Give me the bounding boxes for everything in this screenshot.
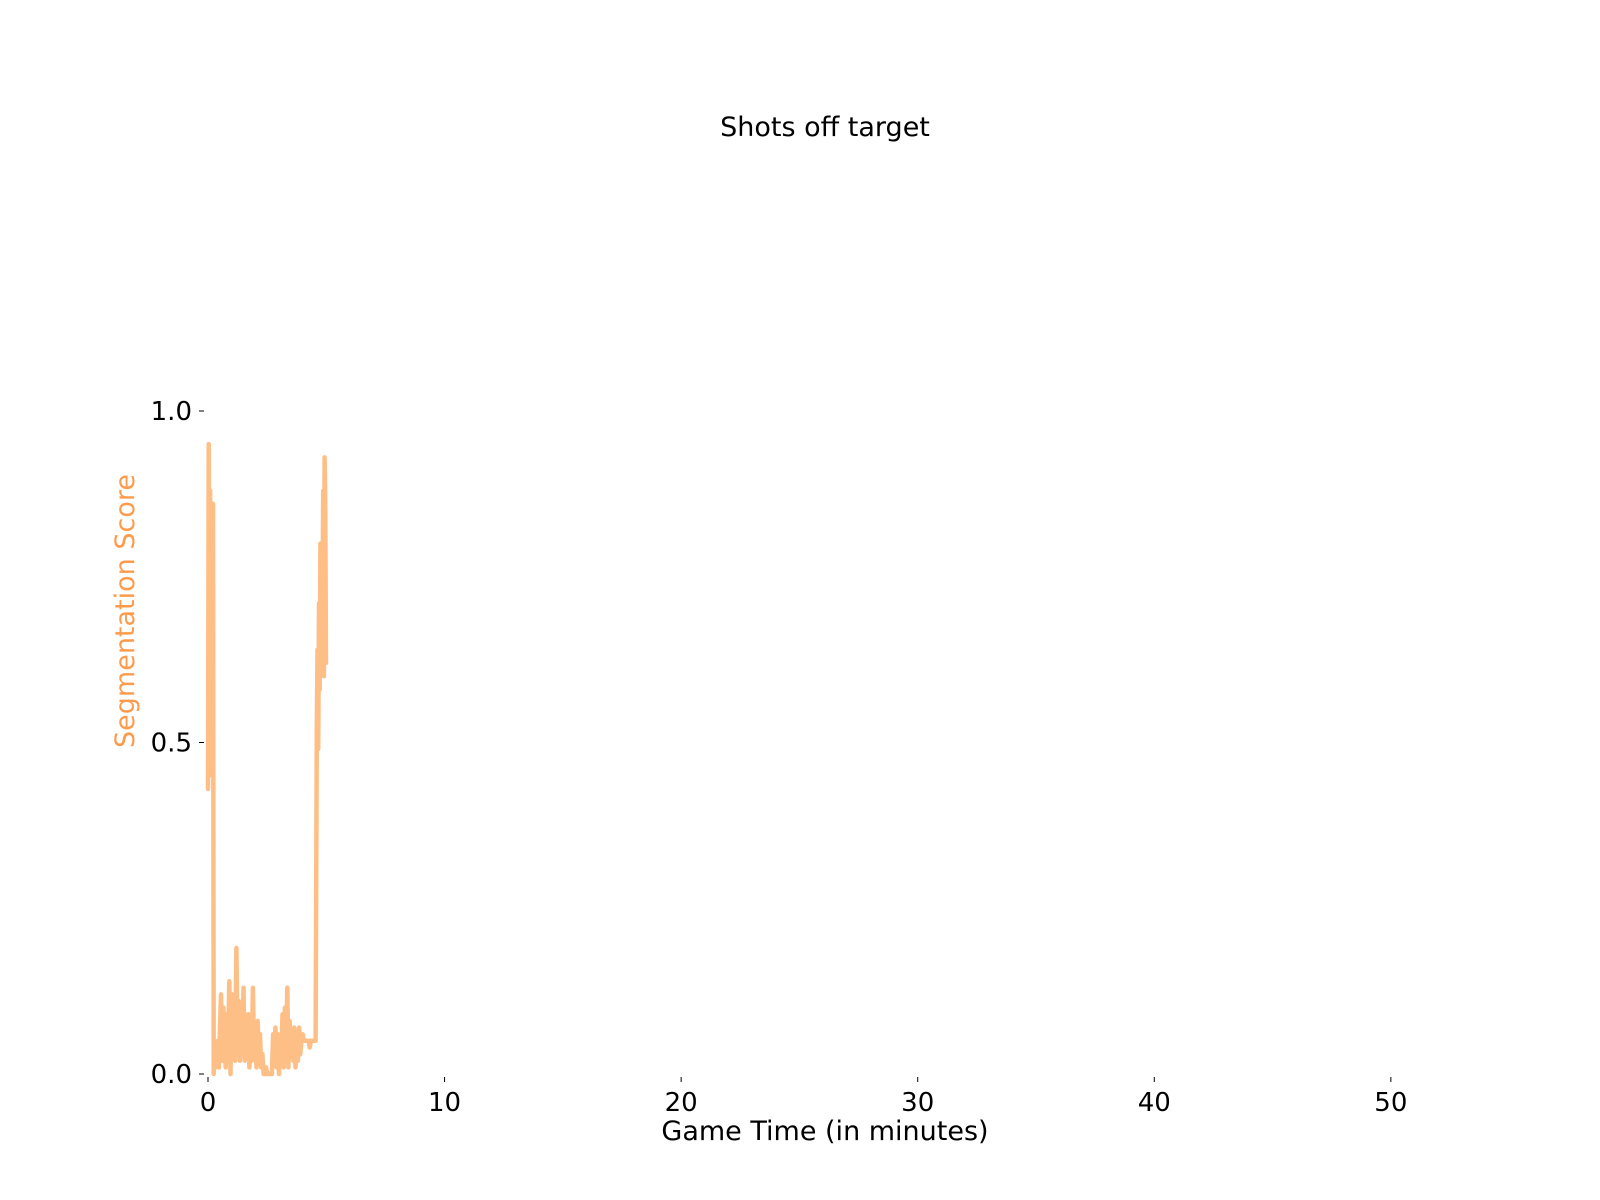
x-axis: 0 10 20 30 40 50: [200, 1077, 1407, 1118]
x-tick-label: 40: [1138, 1088, 1171, 1118]
x-tick-label: 10: [428, 1088, 461, 1118]
y-tick-label: 0.0: [151, 1060, 192, 1090]
y-tick-label: 1.0: [151, 397, 192, 427]
x-tick-label: 0: [200, 1088, 217, 1118]
y-axis-label: Segmentation Score: [110, 474, 141, 748]
chart-title: Shots off target: [720, 112, 930, 143]
plot-area: [205, 441, 329, 1077]
x-axis-label: Game Time (in minutes): [661, 1116, 988, 1147]
x-tick-label: 20: [665, 1088, 698, 1118]
y-tick-label: 0.5: [151, 729, 192, 759]
x-tick-label: 30: [901, 1088, 934, 1118]
x-tick-label: 50: [1374, 1088, 1407, 1118]
series-line-0: [205, 441, 329, 1077]
y-axis: 0.0 0.5 1.0: [151, 397, 204, 1090]
